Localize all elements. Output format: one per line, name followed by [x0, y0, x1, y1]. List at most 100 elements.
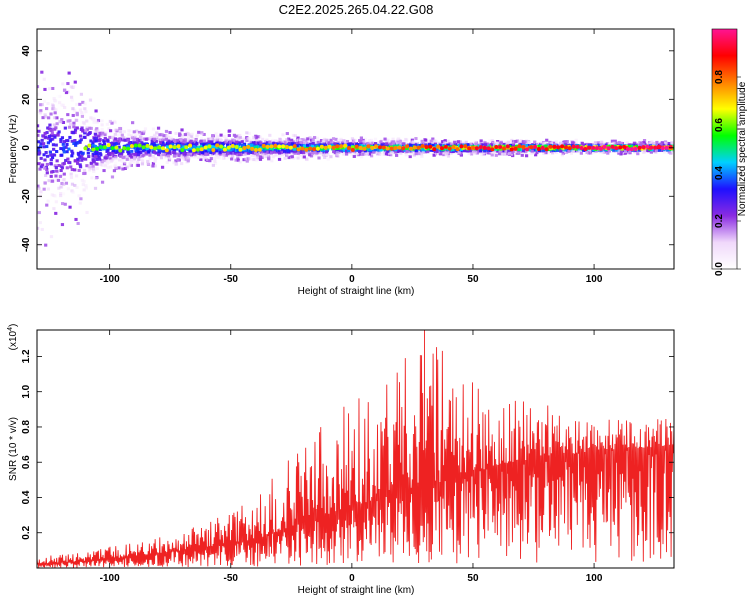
spectrogram-cell [60, 136, 65, 140]
spectrogram-cell [108, 129, 113, 133]
spectrogram-cell [54, 200, 58, 204]
spectrogram-cell [283, 156, 287, 160]
spectrogram-cell [182, 151, 186, 155]
spectrogram-cell [667, 142, 671, 146]
spectrogram-cell [39, 109, 43, 113]
spectrogram-cell [204, 155, 208, 159]
spectrogram-cell [168, 157, 172, 161]
spectrogram-cell [379, 148, 383, 152]
spectrogram-cell [257, 141, 261, 145]
spectrogram-ridge-point [296, 147, 301, 152]
spectrogram-ridge-point [521, 145, 526, 150]
snr-x-tick-label: 100 [586, 573, 603, 584]
spectrogram-cell [640, 147, 644, 151]
spectrogram-cell [400, 149, 404, 153]
spectrogram-ridge-point [226, 145, 231, 150]
spectrogram-cell [49, 153, 53, 157]
spectrogram-cell [139, 147, 143, 151]
spectrogram-cell [151, 162, 156, 166]
spectrogram-cell [541, 148, 546, 152]
spectrogram-cell [659, 142, 663, 146]
spectrogram-ridge-point [257, 147, 262, 152]
spectrogram-ridge-point [660, 146, 665, 151]
spectrogram-cell [516, 140, 520, 144]
spectrogram-cell [39, 189, 43, 193]
spectrogram-cell [79, 197, 83, 201]
spectrogram-cell [109, 144, 113, 148]
spectrogram-cell [118, 158, 122, 162]
spectrogram-ridge-point [633, 146, 638, 151]
spectrogram-cell [197, 130, 201, 134]
spectrogram-cell [234, 158, 238, 162]
spectrogram-cell [501, 149, 506, 153]
spectrogram-cell [450, 141, 454, 145]
spectrogram-cell [166, 135, 171, 139]
spectrogram-cell [128, 137, 132, 141]
spectrogram-cell [186, 159, 190, 163]
spectrogram-cell [145, 146, 149, 150]
spectrogram-cell [47, 134, 52, 138]
spectrogram-cell [190, 155, 194, 159]
spectrogram-cell [134, 152, 138, 156]
spectrogram-cell [399, 152, 403, 156]
spectrogram-ridge-point [157, 145, 162, 150]
spectrogram-ridge-point [482, 145, 487, 150]
spectrogram-cell [404, 137, 408, 141]
spectrogram-cell [53, 116, 57, 120]
spectrogram-cell [641, 143, 645, 147]
spectrogram-cell [604, 146, 609, 150]
spectrogram-cell [190, 144, 195, 148]
spectrogram-cell [80, 126, 84, 130]
snr-ticks: -100 -50 0 50 100 0.2 0.4 0.6 0.8 1.0 1.2 [21, 330, 674, 584]
spectrogram-cell [133, 136, 137, 140]
spectrogram-cell [573, 149, 577, 153]
spectrogram-cell [276, 142, 280, 146]
spectrogram-cell [373, 137, 378, 141]
spectrogram-ridge-point [412, 145, 417, 150]
spectrogram-cell [554, 151, 559, 155]
spectrogram-ridge-point [176, 144, 181, 149]
spectrogram-ridge-point [327, 144, 332, 149]
spectrogram-cell [461, 146, 465, 150]
spectrogram-cell [67, 71, 71, 75]
spectrogram-cell [482, 148, 487, 152]
spectrogram-cell [486, 144, 490, 148]
spectrogram-ridge-point [513, 146, 518, 151]
spectrogram-cell [43, 181, 47, 185]
spectrogram-cell [144, 137, 148, 141]
spectrogram-cell [202, 143, 206, 147]
spectrogram-cell [68, 205, 72, 209]
spectrogram-cell [312, 136, 317, 140]
spectrogram-cell [511, 143, 516, 147]
spectrogram-cell [91, 141, 95, 145]
spectrogram-ridge-point [238, 147, 243, 152]
spectrogram-cell [421, 141, 425, 145]
spectrogram-cell [366, 142, 370, 146]
spectrogram-cell [139, 138, 144, 142]
spectrogram-cell [633, 145, 637, 149]
spectrogram-cell [191, 137, 195, 141]
spectrogram-cell [147, 150, 151, 154]
spectrogram-cell [345, 139, 350, 143]
spectrogram-cell [620, 147, 624, 151]
spectrogram-cell [82, 112, 86, 116]
spectrogram-cell [205, 144, 209, 148]
spectrogram-ridge-point [498, 144, 503, 149]
spectrogram-cell [600, 140, 604, 144]
spectrogram-cell [283, 149, 287, 153]
spectrogram-cell [493, 150, 497, 154]
spectrogram-cell [297, 143, 301, 147]
spectrogram-cell [167, 142, 171, 146]
spectrogram-cell [120, 159, 124, 163]
spectrogram-cell [46, 187, 51, 191]
spectrogram-cell [648, 141, 652, 145]
spectrogram-cell [221, 146, 225, 150]
spectrogram-cell [62, 146, 66, 150]
spectrogram-ridge-point [149, 145, 154, 150]
spectrogram-cell [657, 148, 662, 152]
spectrogram-cell [72, 142, 76, 146]
spectrogram-cell [535, 151, 539, 155]
spectrogram-cell [49, 112, 53, 116]
spectrogram-cell [97, 155, 101, 159]
spectrogram-cell [340, 148, 344, 152]
